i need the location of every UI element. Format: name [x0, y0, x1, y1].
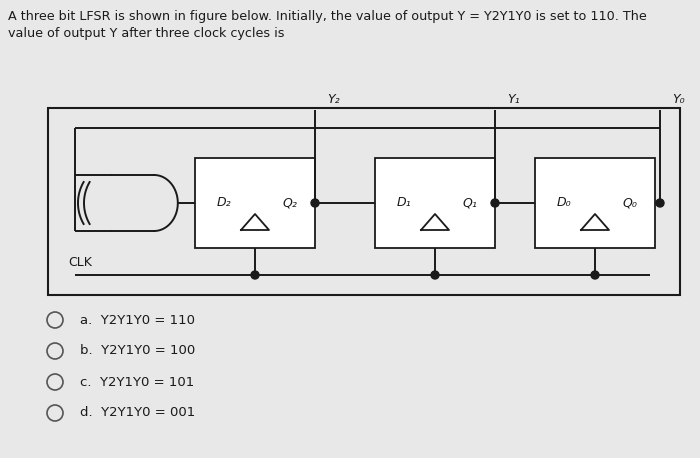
Text: b.  Y2Y1Y0 = 100: b. Y2Y1Y0 = 100	[80, 344, 195, 358]
Text: D₂: D₂	[217, 196, 232, 209]
Bar	[195, 158, 315, 248]
Bar	[535, 158, 655, 248]
Text: a.  Y2Y1Y0 = 110: a. Y2Y1Y0 = 110	[80, 313, 195, 327]
Text: D₀: D₀	[557, 196, 572, 209]
Circle shape	[431, 271, 439, 279]
Text: D₁: D₁	[397, 196, 412, 209]
Circle shape	[311, 199, 319, 207]
Text: Q₀: Q₀	[622, 196, 637, 209]
Circle shape	[491, 199, 499, 207]
Text: CLK: CLK	[68, 256, 92, 269]
Text: Y₂: Y₂	[327, 93, 340, 106]
Bar	[375, 158, 495, 248]
Text: Y₁: Y₁	[507, 93, 519, 106]
Text: Q₂: Q₂	[282, 196, 297, 209]
Bar	[48, 108, 680, 295]
Circle shape	[656, 199, 664, 207]
Circle shape	[251, 271, 259, 279]
Text: c.  Y2Y1Y0 = 101: c. Y2Y1Y0 = 101	[80, 376, 195, 388]
Circle shape	[591, 271, 599, 279]
Text: Q₁: Q₁	[462, 196, 477, 209]
Text: Y₀: Y₀	[672, 93, 685, 106]
Text: d.  Y2Y1Y0 = 001: d. Y2Y1Y0 = 001	[80, 407, 195, 420]
Text: A three bit LFSR is shown in figure below. Initially, the value of output Y = Y2: A three bit LFSR is shown in figure belo…	[8, 10, 647, 40]
